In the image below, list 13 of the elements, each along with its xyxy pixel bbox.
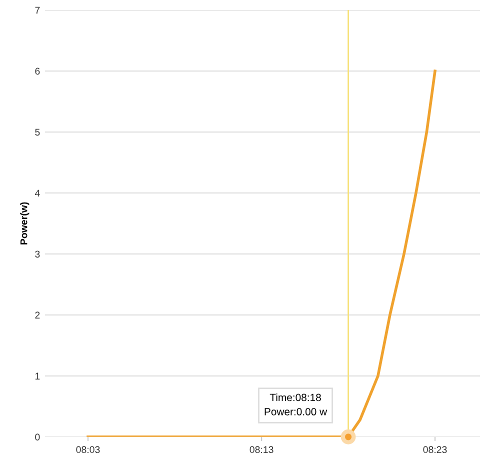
y-tick-label: 4 bbox=[34, 190, 40, 197]
x-tick-label: 08:03 bbox=[76, 446, 100, 454]
y-tick-label: 2 bbox=[35, 312, 40, 318]
annotation: Time:08:18 Power:0.00 w bbox=[264, 394, 328, 416]
y-axis-title: Power(w) bbox=[20, 202, 30, 244]
y-tick-label: 7 bbox=[35, 6, 40, 14]
y-tick-label: 3 bbox=[35, 250, 40, 258]
x-tick-label: 08:13 bbox=[250, 446, 274, 454]
y-tick-label: 5 bbox=[35, 128, 40, 136]
y-tick-label: 0 bbox=[35, 434, 40, 441]
y-tick-label: 1 bbox=[35, 372, 40, 380]
y-tick-label: 6 bbox=[35, 68, 40, 75]
x-tick-label: 08:23 bbox=[423, 446, 447, 454]
